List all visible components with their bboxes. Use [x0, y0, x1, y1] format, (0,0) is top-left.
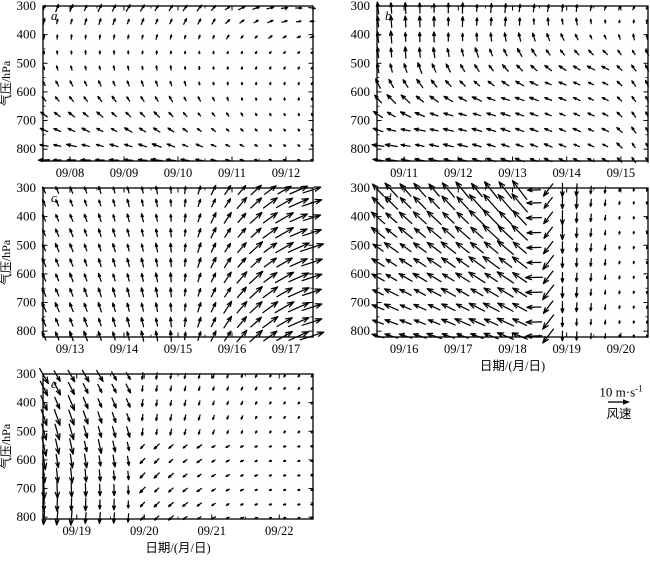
svg-text:09/14: 09/14: [110, 342, 139, 356]
svg-text:600: 600: [351, 266, 371, 281]
svg-text:风速: 风速: [606, 407, 632, 421]
svg-text:700: 700: [17, 113, 37, 128]
svg-text:500: 500: [351, 55, 371, 70]
svg-text:800: 800: [17, 141, 37, 156]
svg-text:09/20: 09/20: [130, 524, 158, 538]
svg-text:500: 500: [17, 55, 37, 70]
svg-text:500: 500: [351, 237, 371, 252]
svg-text:300: 300: [351, 0, 371, 13]
svg-text:气压/hPa: 气压/hPa: [0, 60, 13, 106]
svg-text:09/14: 09/14: [552, 166, 581, 180]
svg-text:500: 500: [17, 237, 37, 252]
svg-text:09/21: 09/21: [198, 524, 226, 538]
svg-text:300: 300: [17, 366, 37, 381]
svg-text:09/11: 09/11: [390, 166, 418, 180]
svg-text:800: 800: [351, 323, 371, 338]
svg-text:600: 600: [17, 266, 37, 281]
svg-text:09/18: 09/18: [498, 342, 526, 356]
svg-text:800: 800: [17, 509, 37, 524]
svg-text:700: 700: [17, 481, 37, 496]
svg-text:日期/(月/日): 日期/(月/日): [480, 359, 545, 373]
svg-text:400: 400: [351, 27, 371, 42]
svg-text:09/17: 09/17: [444, 342, 472, 356]
svg-text:700: 700: [351, 295, 371, 310]
svg-text:日期/(月/日): 日期/(月/日): [145, 541, 210, 555]
svg-text:800: 800: [351, 141, 371, 156]
svg-text:300: 300: [17, 0, 37, 13]
svg-text:500: 500: [17, 423, 37, 438]
svg-text:700: 700: [351, 113, 371, 128]
svg-text:600: 600: [17, 452, 37, 467]
svg-text:09/20: 09/20: [607, 342, 635, 356]
svg-text:气压/hPa: 气压/hPa: [0, 423, 13, 469]
svg-text:09/16: 09/16: [218, 342, 246, 356]
svg-text:400: 400: [17, 395, 37, 410]
svg-text:09/10: 09/10: [164, 166, 192, 180]
svg-text:09/12: 09/12: [272, 166, 300, 180]
svg-text:400: 400: [351, 209, 371, 224]
svg-text:09/22: 09/22: [265, 524, 293, 538]
svg-text:09/15: 09/15: [607, 166, 635, 180]
svg-text:09/11: 09/11: [218, 166, 246, 180]
svg-text:600: 600: [17, 84, 37, 99]
svg-text:700: 700: [17, 295, 37, 310]
svg-text:400: 400: [17, 27, 37, 42]
svg-text:09/17: 09/17: [272, 342, 300, 356]
svg-text:09/19: 09/19: [552, 342, 580, 356]
svg-text:气压/hPa: 气压/hPa: [0, 239, 13, 285]
svg-text:300: 300: [351, 180, 371, 195]
svg-text:09/13: 09/13: [498, 166, 526, 180]
svg-text:09/15: 09/15: [164, 342, 192, 356]
svg-text:09/19: 09/19: [63, 524, 91, 538]
svg-text:800: 800: [17, 323, 37, 338]
svg-text:600: 600: [351, 84, 371, 99]
svg-text:300: 300: [17, 180, 37, 195]
svg-text:09/13: 09/13: [56, 342, 84, 356]
svg-text:09/09: 09/09: [110, 166, 138, 180]
svg-text:09/12: 09/12: [444, 166, 472, 180]
svg-text:09/16: 09/16: [390, 342, 418, 356]
svg-text:09/08: 09/08: [56, 166, 84, 180]
svg-text:400: 400: [17, 209, 37, 224]
